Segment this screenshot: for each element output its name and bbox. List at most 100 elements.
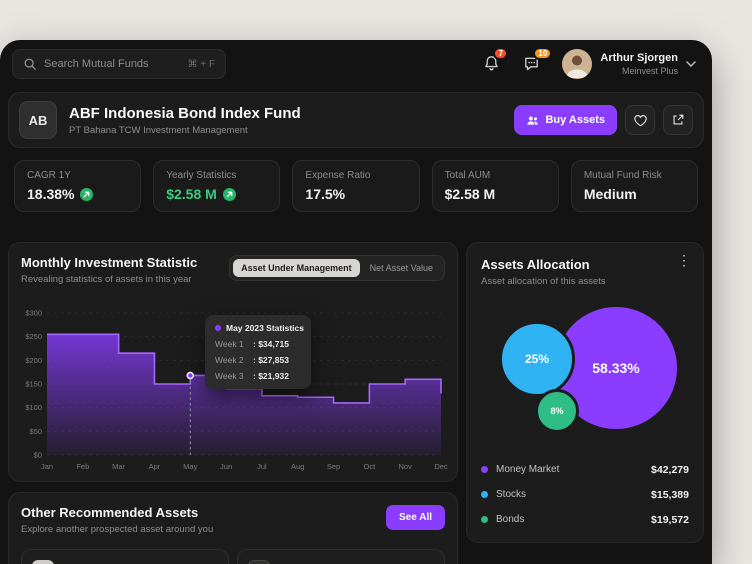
aum-chart[interactable]: $300 $250 $200 $150 $100 $50 $0 Jan Feb Mar Apr Ma… (15, 305, 449, 475)
chat-icon (522, 57, 541, 77)
buy-assets-button[interactable]: Buy Assets (514, 105, 617, 135)
allocation-bubble-chart: 58.33% 25% 8% (481, 293, 689, 451)
recommended-subtitle: Explore another prospected asset around … (21, 524, 214, 535)
svg-text:$0: $0 (34, 451, 42, 460)
chart-marker (186, 371, 195, 455)
svg-text:$50: $50 (29, 427, 42, 436)
monthly-title: Monthly Investment Statistic (21, 255, 198, 270)
recommended-title: Other Recommended Assets (21, 505, 199, 520)
stat-card-risk: Mutual Fund Risk Medium (570, 160, 699, 212)
svg-text:Aug: Aug (291, 462, 304, 471)
stat-label: Expense Ratio (305, 170, 371, 181)
svg-text:Feb: Feb (76, 462, 89, 471)
svg-text:$250: $250 (25, 332, 42, 341)
asset-logo (32, 560, 54, 564)
stat-label: CAGR 1Y (27, 170, 71, 181)
legend-dot (481, 491, 488, 498)
header: ⌘ + F 7 10 Arthur Sjorgen (8, 47, 704, 80)
alloc-bubble-stocks: 25% (499, 321, 575, 397)
stat-value: $2.58 M (444, 186, 496, 202)
tooltip-row: Week 2 : $27,853 (215, 355, 289, 365)
bell-icon (482, 56, 501, 77)
stat-value: 17.5% (305, 186, 346, 202)
fund-title: ABF Indonesia Bond Index Fund (69, 104, 301, 122)
heart-icon (633, 114, 648, 127)
fund-header-card: AB ABF Indonesia Bond Index Fund PT Baha… (8, 92, 704, 148)
see-all-button[interactable]: See All (386, 505, 445, 530)
external-link-icon (671, 113, 685, 127)
chevron-down-icon (686, 61, 696, 67)
messages-button[interactable]: 10 (522, 47, 553, 77)
tab-net-asset-value[interactable]: Net Asset Value (369, 263, 433, 273)
fund-subtitle: PT Bahana TCW Investment Management (69, 124, 248, 136)
trend-up-icon (80, 187, 94, 201)
stat-card-expense-ratio: Expense Ratio 17.5% (292, 160, 420, 212)
fund-actions: Buy Assets (514, 105, 693, 135)
search-box[interactable]: ⌘ + F (12, 49, 226, 79)
search-input[interactable] (44, 58, 181, 70)
recommended-item[interactable]: ABF Indonesia Bond Index (21, 549, 229, 564)
legend-row: Bonds $19,572 (481, 507, 689, 532)
svg-text:Dec: Dec (434, 462, 448, 471)
svg-text:Jan: Jan (41, 462, 53, 471)
svg-text:$200: $200 (25, 356, 42, 365)
svg-text:$300: $300 (25, 309, 42, 318)
stat-value: Medium (583, 186, 637, 202)
stat-value: 18.38% (27, 186, 75, 202)
user-name: Arthur Sjorgen (600, 52, 678, 64)
legend-dot (481, 516, 488, 523)
recommended-assets-card: Other Recommended Assets Explore another… (8, 492, 458, 564)
stat-label: Total AUM (444, 170, 491, 181)
stat-card-cagr: CAGR 1Y 18.38% (14, 160, 142, 212)
svg-text:$150: $150 (25, 380, 42, 389)
svg-text:Nov: Nov (399, 462, 413, 471)
chart-line (47, 333, 442, 404)
header-actions: 7 10 Arthur Sjorgen Meinvest Plus (482, 47, 696, 79)
legend-dot (481, 466, 488, 473)
search-shortcut: ⌘ + F (187, 58, 215, 70)
svg-text:Jun: Jun (220, 462, 232, 471)
recommended-item[interactable]: BNI-AM Indeks IDX30 (237, 549, 445, 564)
monthly-statistic-card: Monthly Investment Statistic Revealing s… (8, 242, 458, 482)
stat-value: $2.58 M (166, 186, 217, 202)
notifications-button[interactable]: 7 (482, 47, 509, 77)
legend-row: Money Market $42,279 (481, 457, 689, 482)
stat-label: Mutual Fund Risk (583, 170, 662, 181)
buy-assets-label: Buy Assets (545, 114, 605, 126)
asset-logo (248, 560, 270, 564)
tooltip-row: Week 1 : $34,715 (215, 339, 289, 349)
share-button[interactable] (663, 105, 693, 135)
svg-text:Jul: Jul (257, 462, 267, 471)
assets-allocation-card: Assets Allocation Asset allocation of th… (466, 242, 704, 543)
messages-badge: 10 (533, 47, 553, 60)
tooltip-dot-icon (215, 325, 221, 331)
svg-text:Sep: Sep (327, 462, 340, 471)
alloc-bubble-money-market: 58.33% (555, 307, 677, 429)
svg-text:Oct: Oct (364, 462, 377, 471)
chart-toggle: Asset Under Management Net Asset Value (229, 255, 445, 281)
chart-tooltip: May 2023 Statistics Week 1 : $34,715 Wee… (205, 315, 311, 389)
kebab-menu-button[interactable]: ⋮ (677, 252, 691, 268)
tooltip-title: May 2023 Statistics (226, 323, 304, 333)
main-content: Monthly Investment Statistic Revealing s… (8, 242, 704, 564)
search-icon (23, 57, 37, 71)
allocation-subtitle: Asset allocation of this assets (481, 276, 606, 287)
tooltip-row: Week 3 : $21,932 (215, 371, 289, 381)
legend-row: Stocks $15,389 (481, 482, 689, 507)
stats-row: CAGR 1Y 18.38% Yearly Statistics $2.58 M… (14, 160, 699, 212)
svg-text:Apr: Apr (149, 462, 161, 471)
avatar (562, 49, 593, 79)
stat-label: Yearly Statistics (166, 170, 237, 181)
allocation-title: Assets Allocation (481, 257, 590, 272)
user-plan: Meinvest Plus (621, 66, 678, 76)
chart-area (47, 334, 441, 455)
notifications-badge: 7 (493, 47, 509, 60)
allocation-legend: Money Market $42,279 Stocks $15,389 Bond… (481, 457, 689, 532)
svg-text:May: May (183, 462, 197, 471)
tab-asset-under-management[interactable]: Asset Under Management (233, 259, 360, 277)
monthly-subtitle: Revealing statistics of assets in this y… (21, 274, 192, 285)
favorite-button[interactable] (625, 105, 655, 135)
stat-card-total-aum: Total AUM $2.58 M (431, 160, 559, 212)
user-menu[interactable]: Arthur Sjorgen Meinvest Plus (562, 49, 696, 79)
chart-ylabels: $300 $250 $200 $150 $100 $50 $0 (25, 309, 42, 460)
